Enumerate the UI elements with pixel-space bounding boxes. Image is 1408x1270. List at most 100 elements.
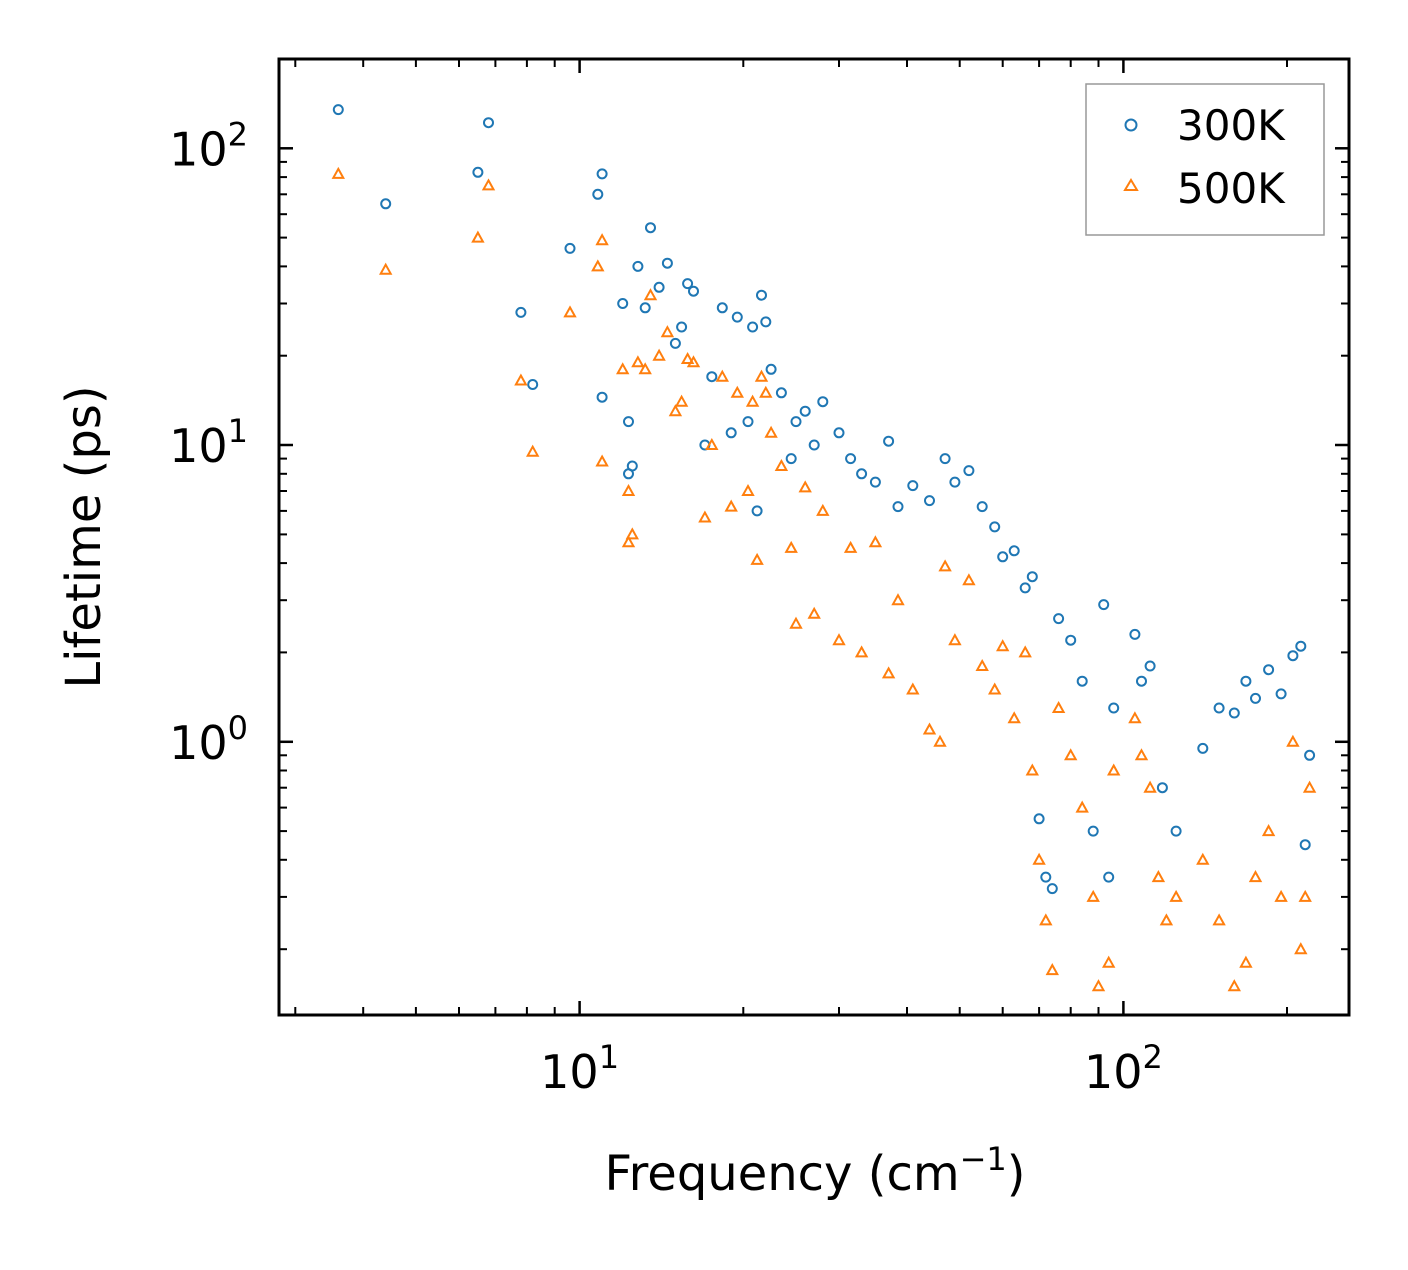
point-500k-21 (680, 351, 695, 364)
point-500k-46 (906, 682, 920, 695)
point-500k-65 (1091, 979, 1106, 992)
point-300k-54 (1008, 545, 1020, 557)
point-300k-43 (869, 476, 881, 488)
point-300k-38 (808, 439, 820, 451)
legend-label-500k: 500K (1177, 164, 1286, 213)
point-300k-20 (676, 321, 688, 333)
point-500k-26 (724, 499, 738, 512)
point-500k-66 (1102, 955, 1116, 968)
point-500k-71 (1151, 870, 1166, 883)
point-300k-52 (989, 521, 1001, 533)
point-500k-56 (1018, 645, 1032, 658)
legend: 300K 500K (1085, 83, 1325, 236)
point-300k-47 (924, 495, 935, 507)
point-500k-41 (843, 540, 858, 553)
point-300k-75 (1240, 675, 1252, 687)
point-300k-0 (332, 104, 344, 116)
x-axis-label-close: ) (1007, 1146, 1026, 1202)
y-tick-label-100: 102 (169, 115, 248, 176)
point-300k-27 (731, 311, 743, 323)
point-300k-48 (939, 453, 951, 465)
point-500k-34 (774, 458, 789, 471)
point-500k-7 (591, 259, 605, 272)
point-500k-59 (1039, 913, 1053, 926)
point-500k-61 (1051, 700, 1066, 713)
point-300k-37 (799, 405, 811, 417)
point-500k-67 (1107, 763, 1121, 776)
point-500k-48 (933, 734, 947, 747)
point-500k-24 (705, 437, 719, 450)
point-300k-31 (756, 289, 767, 301)
point-500k-53 (988, 682, 1002, 695)
point-500k-2 (471, 230, 485, 243)
point-500k-70 (1143, 780, 1157, 793)
point-500k-73 (1169, 889, 1183, 902)
point-300k-22 (688, 285, 699, 297)
point-300k-40 (833, 427, 845, 439)
point-300k-74 (1228, 707, 1240, 719)
point-300k-72 (1197, 742, 1209, 754)
point-300k-18 (661, 257, 673, 269)
point-500k-30 (750, 552, 764, 565)
point-500k-8 (595, 233, 609, 246)
point-300k-34 (775, 387, 787, 399)
point-500k-10 (616, 362, 630, 375)
point-300k-51 (976, 501, 988, 513)
point-500k-40 (832, 633, 846, 646)
data-points-layer (331, 104, 1317, 992)
point-300k-1 (380, 198, 392, 210)
point-500k-4 (514, 373, 528, 386)
point-300k-25 (716, 302, 728, 314)
point-300k-69 (1144, 660, 1156, 672)
point-300k-68 (1136, 675, 1147, 687)
tick-labels-layer: 101 102 100 101 102 (169, 115, 1163, 1099)
point-300k-78 (1275, 688, 1287, 700)
point-500k-14 (631, 355, 645, 368)
point-300k-59 (1046, 883, 1058, 895)
point-300k-29 (747, 321, 759, 333)
point-300k-6 (564, 242, 576, 254)
point-500k-54 (996, 639, 1010, 652)
point-500k-77 (1239, 955, 1253, 968)
point-500k-33 (764, 425, 778, 438)
point-300k-39 (817, 396, 829, 408)
legend-marker-500k (1123, 178, 1139, 191)
point-500k-19 (668, 404, 683, 417)
point-500k-42 (854, 645, 869, 658)
point-300k-17 (653, 281, 665, 293)
y-tick-label-10: 101 (169, 412, 248, 473)
point-500k-3 (481, 178, 496, 191)
point-500k-6 (563, 305, 577, 318)
point-300k-49 (949, 476, 961, 488)
point-300k-53 (997, 551, 1009, 563)
point-300k-61 (1065, 634, 1077, 646)
point-300k-42 (856, 468, 868, 480)
point-300k-79 (1287, 650, 1299, 662)
point-500k-52 (975, 658, 989, 671)
point-300k-45 (892, 501, 904, 513)
point-300k-16 (645, 222, 656, 234)
point-300k-8 (596, 168, 608, 180)
point-500k-47 (922, 722, 937, 735)
point-300k-12 (623, 416, 634, 428)
point-500k-23 (698, 510, 712, 523)
point-500k-51 (962, 573, 976, 586)
point-500k-60 (1045, 963, 1059, 976)
point-300k-35 (785, 453, 797, 465)
point-500k-39 (816, 503, 830, 516)
point-500k-18 (660, 325, 675, 338)
point-500k-69 (1134, 748, 1149, 761)
point-300k-63 (1087, 825, 1099, 837)
point-500k-5 (526, 444, 540, 457)
point-500k-76 (1227, 979, 1241, 992)
point-300k-36 (790, 416, 802, 428)
point-300k-82 (1304, 749, 1316, 761)
point-300k-13 (626, 460, 638, 472)
point-500k-27 (730, 385, 744, 398)
point-500k-75 (1212, 913, 1226, 926)
point-300k-50 (963, 465, 975, 477)
point-500k-58 (1032, 852, 1046, 865)
y-axis-label: Lifetime (ps) (56, 385, 112, 688)
point-500k-16 (643, 288, 658, 301)
point-500k-22 (686, 355, 701, 368)
